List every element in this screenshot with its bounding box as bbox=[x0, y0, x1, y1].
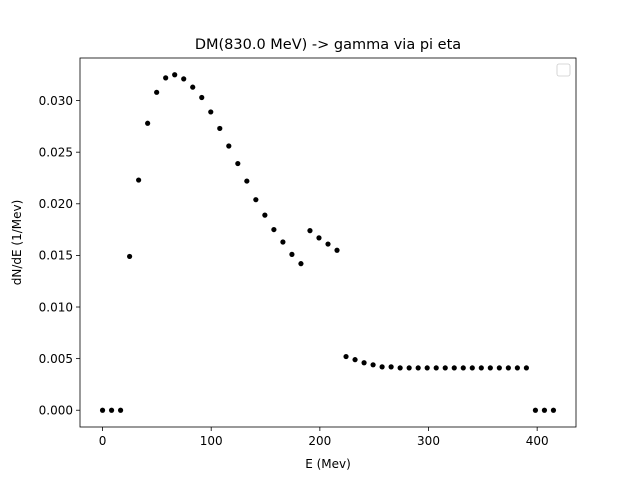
data-point bbox=[298, 261, 304, 267]
x-tick-label: 0 bbox=[99, 434, 107, 448]
data-point bbox=[487, 365, 493, 371]
y-axis-ticks: 0.000 0.005 0.010 0.015 0.020 0.025 0.030 bbox=[39, 94, 80, 418]
data-point bbox=[235, 160, 241, 167]
data-point bbox=[478, 365, 484, 371]
y-axis-label: dN/dE (1/Mev) bbox=[10, 200, 24, 286]
data-point bbox=[451, 365, 457, 371]
data-point bbox=[226, 143, 232, 149]
data-point bbox=[550, 407, 557, 413]
data-point bbox=[379, 364, 385, 370]
data-point bbox=[154, 89, 160, 95]
y-tick-label: 0.025 bbox=[39, 145, 73, 159]
chart-title: DM(830.0 MeV) -> gamma via pi eta bbox=[195, 37, 461, 53]
x-tick-label: 100 bbox=[200, 434, 223, 448]
data-point bbox=[469, 365, 475, 371]
data-point bbox=[316, 235, 322, 241]
axes-frame bbox=[79, 57, 577, 428]
data-point bbox=[289, 251, 295, 257]
x-tick-label: 200 bbox=[308, 434, 331, 448]
data-point bbox=[99, 407, 106, 413]
data-point bbox=[163, 75, 169, 81]
data-points bbox=[99, 72, 557, 413]
y-tick-label: 0.000 bbox=[39, 404, 73, 418]
y-tick-label: 0.005 bbox=[39, 352, 73, 366]
data-point bbox=[388, 364, 394, 370]
data-point bbox=[433, 365, 439, 371]
x-tick-label: 300 bbox=[417, 434, 440, 448]
data-point bbox=[352, 357, 358, 363]
data-point bbox=[208, 109, 214, 115]
data-point bbox=[199, 94, 205, 101]
data-point bbox=[244, 178, 250, 184]
data-point bbox=[514, 365, 520, 371]
y-tick-label: 0.010 bbox=[39, 300, 73, 314]
data-point bbox=[217, 125, 223, 132]
data-point bbox=[424, 365, 430, 371]
data-point bbox=[460, 365, 466, 371]
data-point bbox=[280, 239, 286, 245]
y-tick-label: 0.015 bbox=[39, 249, 73, 263]
x-tick-label: 400 bbox=[526, 434, 549, 448]
data-point bbox=[108, 407, 115, 413]
data-point bbox=[415, 365, 421, 371]
x-axis-label: E (Mev) bbox=[305, 457, 351, 471]
data-point bbox=[334, 247, 340, 253]
data-point bbox=[190, 84, 196, 90]
x-axis-ticks: 0 100 200 300 400 bbox=[99, 427, 549, 448]
data-point bbox=[343, 353, 349, 360]
data-point bbox=[532, 407, 539, 413]
data-point bbox=[361, 360, 367, 366]
data-point bbox=[271, 226, 277, 233]
data-point bbox=[523, 365, 530, 371]
data-point bbox=[496, 365, 502, 371]
data-point bbox=[262, 212, 268, 218]
data-point bbox=[442, 365, 448, 371]
data-point bbox=[397, 365, 403, 371]
y-tick-label: 0.020 bbox=[39, 197, 73, 211]
data-point bbox=[541, 407, 548, 413]
data-point bbox=[136, 177, 142, 183]
legend bbox=[556, 63, 571, 77]
data-point bbox=[145, 120, 151, 126]
data-point bbox=[127, 253, 133, 260]
data-point bbox=[325, 241, 331, 247]
data-point bbox=[370, 362, 376, 368]
data-point bbox=[253, 197, 259, 203]
data-point bbox=[307, 228, 313, 234]
data-point bbox=[406, 365, 412, 371]
data-point bbox=[181, 76, 187, 82]
data-point bbox=[505, 365, 511, 371]
data-point bbox=[172, 72, 178, 78]
y-tick-label: 0.030 bbox=[39, 94, 73, 108]
data-point bbox=[117, 407, 124, 413]
